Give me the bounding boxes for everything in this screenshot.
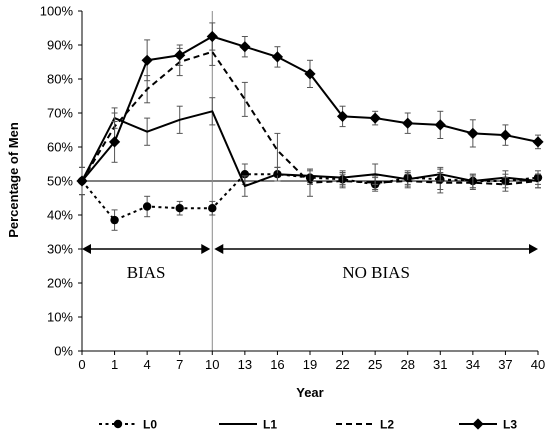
arrow-head (214, 244, 224, 254)
x-tick-label: 19 (303, 357, 317, 372)
annotation-bias: BIAS (82, 244, 211, 282)
data-point (76, 175, 88, 187)
data-point (434, 119, 446, 131)
legend-item-l0: L0 (99, 418, 157, 432)
x-tick-label: 1 (111, 357, 118, 372)
x-tick-label: 37 (498, 357, 512, 372)
data-point (141, 54, 153, 66)
legend-label: L0 (143, 418, 157, 432)
y-tick-label: 0% (54, 344, 73, 359)
legend-label: L2 (380, 418, 394, 432)
data-point (108, 136, 121, 148)
y-tick-label: 50% (47, 174, 73, 189)
y-tick-label: 100% (40, 4, 74, 19)
x-tick-label: 7 (176, 357, 183, 372)
bias-annotations: BIAS NO BIAS (82, 244, 538, 282)
series-line (81, 50, 539, 186)
x-tick-label: 31 (433, 357, 447, 372)
arrow-head (529, 244, 538, 254)
legend-item-l1: L1 (219, 418, 277, 432)
data-point (239, 41, 251, 53)
x-tick-label: 28 (400, 357, 414, 372)
y-tick-label: 60% (47, 140, 73, 155)
x-tick-label: 10 (205, 357, 219, 372)
y-tick-label: 80% (47, 72, 73, 87)
x-axis-title: Year (296, 385, 323, 400)
arrow-head (201, 244, 211, 254)
data-point (206, 30, 218, 43)
annotation-label: NO BIAS (342, 263, 410, 282)
data-point (208, 204, 217, 213)
legend-item-l2: L2 (336, 418, 394, 432)
series-group (76, 22, 544, 231)
legend-label: L1 (263, 418, 277, 432)
y-tick-label: 10% (47, 310, 73, 325)
x-tick-label: 25 (368, 357, 382, 372)
legend: L0 L1 L2 L3 (99, 418, 517, 432)
data-point (304, 68, 316, 80)
legend-marker (472, 418, 484, 430)
x-tick-label: 16 (270, 357, 284, 372)
y-tick-label: 70% (47, 106, 73, 121)
x-tick-labels: 0 1 4 7 10 13 16 19 22 25 28 31 34 37 40 (78, 351, 545, 372)
data-point (369, 112, 381, 124)
x-tick-label: 4 (144, 357, 151, 372)
data-point (499, 129, 512, 141)
y-tick-label: 40% (47, 208, 73, 223)
y-tick-label: 30% (47, 242, 73, 257)
data-point (110, 215, 119, 225)
annotation-no-bias: NO BIAS (214, 244, 538, 282)
x-tick-label: 0 (78, 357, 85, 372)
y-axis-title: Percentage of Men (6, 122, 21, 238)
legend-marker (113, 419, 123, 429)
legend-item-l3: L3 (459, 418, 517, 432)
data-point (336, 110, 349, 122)
data-point (467, 127, 479, 139)
data-point (532, 136, 544, 148)
legend-label: L3 (503, 418, 517, 432)
series-l3 (76, 22, 544, 196)
x-tick-label: 34 (466, 357, 480, 372)
data-point (142, 202, 152, 211)
data-point (402, 117, 414, 129)
data-point (271, 51, 284, 63)
x-tick-label: 40 (531, 357, 545, 372)
series-line (81, 173, 539, 222)
arrow-head (82, 244, 91, 254)
x-tick-label: 22 (335, 357, 349, 372)
x-tick-label: 13 (238, 357, 252, 372)
data-point (174, 49, 186, 61)
annotation-label: BIAS (127, 263, 166, 282)
data-point (175, 204, 184, 213)
y-tick-label: 20% (47, 276, 73, 291)
y-tick-label: 90% (47, 38, 73, 53)
y-tick-labels: 0% 10% 20% 30% 40% 50% 60% 70% 80% 90% 100% (40, 4, 82, 359)
